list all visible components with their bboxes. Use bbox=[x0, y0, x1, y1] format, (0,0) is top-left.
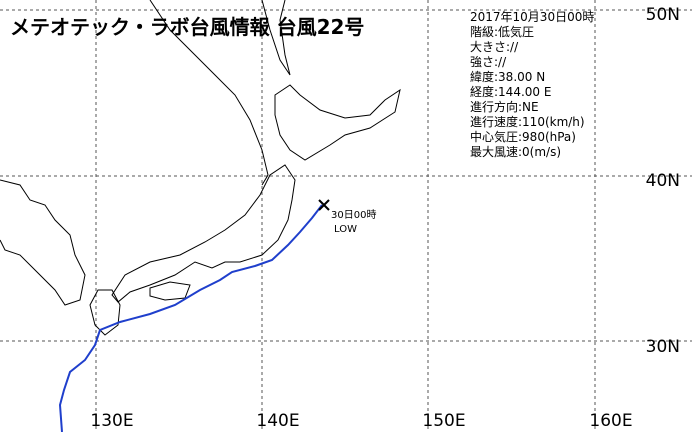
sakhalin bbox=[261, 0, 291, 76]
marker-class: LOW bbox=[334, 224, 357, 235]
title: メテオテック・ラボ台風情報 台風22号 bbox=[10, 15, 364, 39]
kyushu bbox=[89, 289, 121, 336]
info-line: 進行速度:110(km/h) bbox=[470, 114, 585, 129]
info-line: 強さ:// bbox=[470, 55, 507, 69]
info-line: 最大風速:0(m/s) bbox=[470, 145, 561, 159]
korea-china-coast bbox=[0, 179, 86, 306]
honshu bbox=[111, 164, 296, 303]
lon-label: 130E bbox=[90, 411, 133, 431]
lon-label: 160E bbox=[589, 411, 632, 431]
marker-time: 30日00時 bbox=[331, 209, 376, 221]
info-panel: 2017年10月30日00時階級:低気圧大きさ://強さ://緯度:38.00 … bbox=[470, 10, 594, 159]
lon-label: 150E bbox=[422, 411, 465, 431]
info-line: 緯度:38.00 N bbox=[470, 69, 545, 84]
lon-label: 140E bbox=[256, 411, 299, 431]
lat-label: 40N bbox=[646, 171, 680, 191]
lat-label: 30N bbox=[646, 337, 680, 357]
typhoon-position: 30日00時 LOW bbox=[318, 199, 376, 235]
info-line: 中心気圧:980(hPa) bbox=[470, 129, 576, 144]
info-line: 経度:144.00 E bbox=[470, 84, 551, 99]
typhoon-track bbox=[58, 204, 323, 432]
hokkaido bbox=[274, 84, 401, 161]
info-line: 2017年10月30日00時 bbox=[470, 10, 594, 24]
position-cross bbox=[318, 199, 330, 211]
info-line: 進行方向:NE bbox=[470, 99, 539, 114]
info-line: 大きさ:// bbox=[470, 40, 519, 54]
asia-coast bbox=[149, 0, 269, 186]
lat-label: 50N bbox=[646, 5, 680, 25]
info-line: 階級:低気圧 bbox=[470, 24, 534, 39]
